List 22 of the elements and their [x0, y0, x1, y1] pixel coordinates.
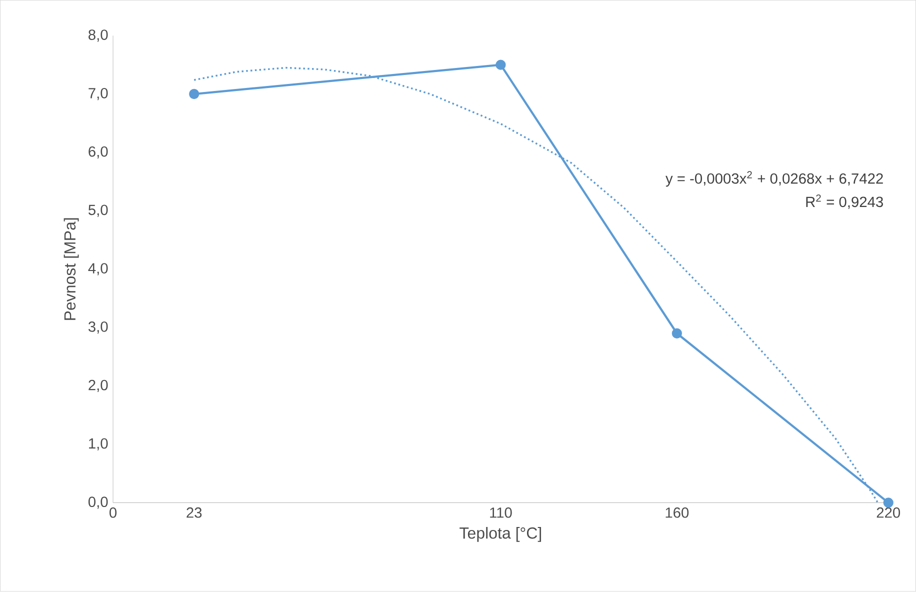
annotation: R$^{2}$ = 0,9243: [806, 194, 883, 209]
y-axis-title: Pevnost [MPa]: [64, 218, 79, 320]
x-tick-label: 0: [110, 508, 117, 518]
y-tick-label: 1,0: [89, 438, 108, 451]
y-tick-label: 5,0: [88, 204, 108, 217]
point: [496, 60, 506, 70]
y-tick-label: 6,0: [88, 146, 108, 159]
point: [672, 328, 682, 339]
x-tick-label: 23: [186, 508, 202, 518]
x-tick-label: 110: [490, 508, 512, 518]
x-tick-label: 220: [876, 508, 900, 518]
y-tick-label: 8,0: [88, 30, 108, 42]
y-tick-label: 0,0: [88, 496, 108, 509]
x-axis-title: Teplota [°C]: [460, 527, 542, 542]
point: [189, 89, 200, 100]
y-tick-label: 7,0: [88, 88, 108, 100]
point: [883, 498, 894, 508]
x-tick-label: 160: [666, 508, 689, 518]
y-tick-label: 2,0: [88, 380, 108, 392]
y-tick-label: 3,0: [88, 322, 108, 334]
annotation: y = -0,0003x$^{2}$ + 0,0268x + 6,7422: [666, 171, 883, 187]
y-tick-label: 4,0: [88, 263, 108, 276]
